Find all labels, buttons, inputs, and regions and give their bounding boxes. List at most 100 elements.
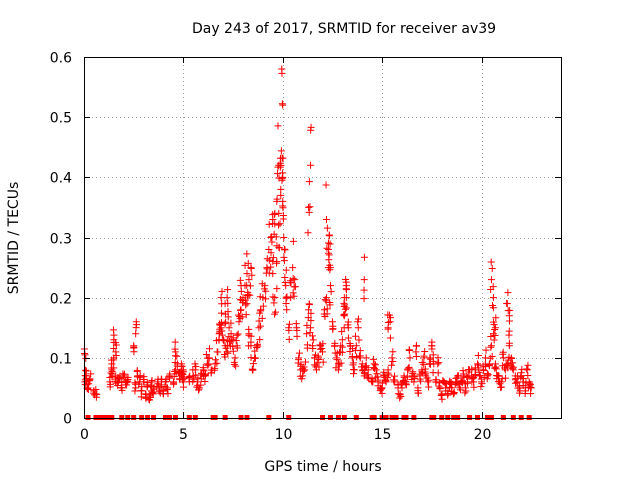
data-point [373, 370, 381, 378]
data-point [323, 244, 331, 252]
data-point [390, 376, 398, 384]
floor-marker [383, 415, 389, 420]
data-point [456, 386, 464, 394]
floor-marker [439, 415, 445, 420]
data-point [355, 336, 363, 344]
data-point [271, 220, 279, 228]
data-point [305, 208, 313, 216]
floor-marker [411, 415, 417, 420]
data-point [489, 294, 497, 302]
data-point [307, 324, 315, 332]
data-point [200, 367, 208, 375]
data-point [230, 358, 238, 366]
data-point [247, 332, 255, 340]
data-point [255, 324, 263, 332]
data-point [360, 253, 368, 261]
y-axis-label: SRMTID / TECUs [6, 182, 22, 295]
y-tick-label: 0.3 [50, 232, 72, 248]
data-point [434, 354, 442, 362]
floor-marker [192, 415, 198, 420]
data-point [123, 377, 131, 385]
data-point [341, 310, 349, 318]
floor-marker [353, 415, 359, 420]
data-point [124, 375, 132, 383]
data-point [497, 383, 505, 391]
data-point [92, 385, 100, 393]
data-point [488, 352, 496, 360]
data-point [269, 270, 277, 278]
data-point [325, 256, 333, 264]
data-point [256, 322, 264, 330]
floor-marker [371, 415, 377, 420]
data-point [406, 354, 414, 362]
data-point [334, 366, 342, 374]
x-tick-label: 20 [474, 427, 492, 443]
data-point [178, 363, 186, 371]
data-point [384, 325, 392, 333]
floor-marker [510, 415, 516, 420]
data-point [326, 282, 334, 290]
data-point [480, 373, 488, 381]
data-point [251, 354, 259, 362]
data-point [397, 393, 405, 401]
y-tick-label: 0.4 [50, 171, 72, 187]
data-point [275, 221, 283, 229]
data-point [287, 279, 295, 287]
data-point [217, 294, 225, 302]
floor-marker [451, 415, 457, 420]
data-point [109, 326, 117, 334]
data-point [171, 338, 179, 346]
data-point [243, 270, 251, 278]
zero-floor-markers [85, 415, 532, 420]
data-point [492, 314, 500, 322]
x-tick-label: 5 [179, 427, 188, 443]
floor-marker [97, 415, 103, 420]
data-point [503, 299, 511, 307]
data-point [274, 170, 282, 178]
data-point [212, 356, 220, 364]
data-point [327, 288, 335, 296]
data-point [273, 259, 281, 267]
data-point [446, 380, 454, 388]
data-point [418, 358, 426, 366]
data-point [434, 369, 442, 377]
data-point [265, 256, 273, 264]
data-point [509, 359, 517, 367]
floor-marker [327, 415, 333, 420]
floor-marker [431, 415, 437, 420]
data-point [316, 341, 324, 349]
floor-marker [393, 415, 399, 420]
floor-marker [341, 415, 347, 420]
data-point [279, 204, 287, 212]
data-point [489, 283, 497, 291]
axis-ticks: 0 5 10 15 20 0 0.1 0.2 0.3 0.4 0.5 0.6 [50, 51, 561, 443]
data-point [273, 285, 281, 293]
data-point [132, 324, 140, 332]
data-point [494, 372, 502, 380]
data-point [340, 294, 348, 302]
floor-marker [109, 415, 115, 420]
data-point [303, 341, 311, 349]
data-point [234, 330, 242, 338]
data-point [282, 299, 290, 307]
data-point [224, 341, 232, 349]
data-point [235, 318, 243, 326]
data-point [268, 238, 276, 246]
data-point [291, 276, 299, 284]
data-point [315, 363, 323, 371]
data-point [303, 321, 311, 329]
data-point [314, 352, 322, 360]
floor-marker [455, 415, 461, 420]
data-point [246, 282, 254, 290]
data-point [271, 294, 279, 302]
data-point [402, 381, 410, 389]
data-point [425, 383, 433, 391]
data-point [237, 306, 245, 314]
data-point [277, 191, 285, 199]
data-point [491, 331, 499, 339]
data-point [480, 366, 488, 374]
data-point [232, 362, 240, 370]
data-point [201, 378, 209, 386]
data-point [509, 363, 517, 371]
data-point [131, 387, 139, 395]
